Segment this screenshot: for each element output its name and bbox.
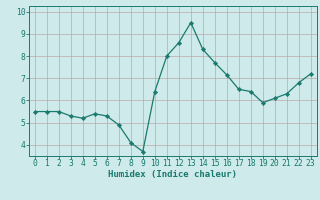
X-axis label: Humidex (Indice chaleur): Humidex (Indice chaleur) — [108, 170, 237, 179]
